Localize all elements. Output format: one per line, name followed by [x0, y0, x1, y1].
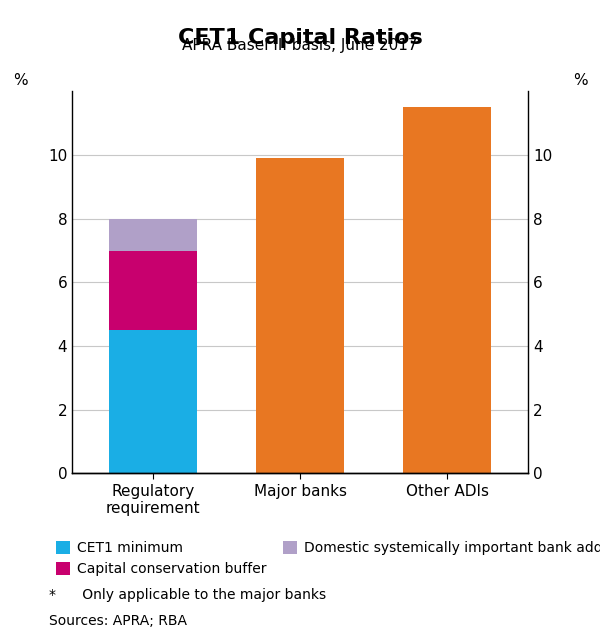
Title: APRA Basel III basis, June 2017: APRA Basel III basis, June 2017	[182, 38, 418, 53]
Bar	[109, 219, 197, 251]
Bar	[109, 330, 197, 473]
Text: *      Only applicable to the major banks: * Only applicable to the major banks	[49, 588, 326, 602]
Text: %: %	[13, 73, 28, 88]
Bar	[109, 251, 197, 330]
Bar	[403, 107, 491, 473]
Text: CET1 Capital Ratios: CET1 Capital Ratios	[178, 28, 422, 47]
Text: Sources: APRA; RBA: Sources: APRA; RBA	[49, 615, 187, 628]
Legend: CET1 minimum, Capital conservation buffer, Domestic systemically important bank : CET1 minimum, Capital conservation buffe…	[56, 541, 600, 576]
Bar	[256, 158, 344, 473]
Text: %: %	[572, 73, 587, 88]
